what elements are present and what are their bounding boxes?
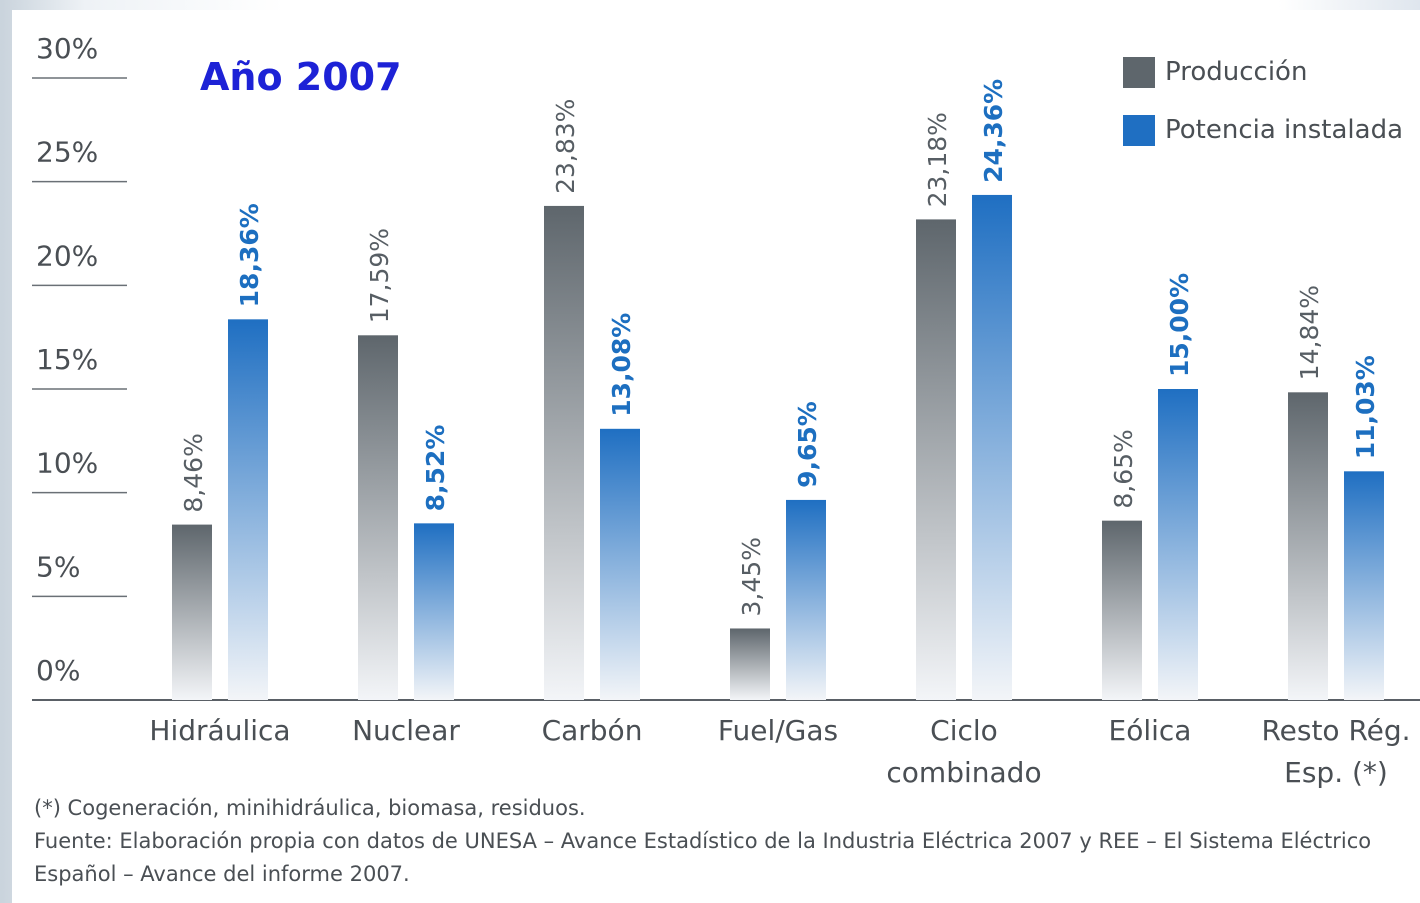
y-tick-label: 30%: [36, 32, 98, 65]
value-label: 23,18%: [923, 112, 952, 207]
y-tick-label: 25%: [36, 136, 98, 169]
x-tick-label: Resto Rég. Esp. (*): [1261, 714, 1411, 789]
bar: [972, 194, 1012, 700]
value-label: 11,03%: [1351, 355, 1380, 459]
footnote: Fuente: Elaboración propia con datos de …: [34, 829, 1372, 886]
x-tick-label: Nuclear: [352, 714, 460, 747]
bar: [358, 335, 398, 700]
y-tick-label: 0%: [36, 654, 80, 687]
x-tick-label: Hidráulica: [149, 714, 291, 747]
legend-swatch: [1123, 115, 1155, 146]
x-tick-label: Carbón: [541, 714, 643, 747]
value-label: 15,00%: [1165, 273, 1194, 377]
value-label: 13,08%: [607, 313, 636, 417]
bar: [1344, 471, 1384, 700]
value-label: 3,45%: [737, 537, 766, 616]
chart-title: Año 2007: [200, 55, 402, 99]
bar: [786, 499, 826, 700]
legend-label: Producción: [1165, 57, 1307, 87]
bar: [172, 524, 212, 700]
bar: [916, 219, 956, 700]
bar: [1288, 392, 1328, 700]
bar: [730, 628, 770, 700]
bar: [1102, 520, 1142, 700]
x-tick-label: Eólica: [1108, 714, 1192, 747]
bar: [414, 523, 454, 700]
y-tick-label: 15%: [36, 343, 98, 376]
bar: [600, 428, 640, 700]
bar: [544, 205, 584, 700]
value-label: 8,52%: [421, 425, 450, 512]
value-label: 14,84%: [1295, 285, 1324, 380]
bar: [228, 319, 268, 700]
value-label: 23,83%: [551, 99, 580, 194]
x-tick-label: Fuel/Gas: [717, 714, 839, 747]
value-label: 24,36%: [979, 79, 1008, 183]
bar: [1158, 389, 1198, 700]
value-label: 8,46%: [179, 433, 208, 512]
value-label: 18,36%: [235, 203, 264, 307]
y-tick-label: 5%: [36, 550, 80, 583]
y-tick-label: 20%: [36, 239, 98, 272]
value-label: 9,65%: [793, 401, 822, 488]
value-label: 8,65%: [1109, 429, 1138, 508]
legend-label: Potencia instalada: [1165, 115, 1403, 145]
footnote: (*) Cogeneración, minihidráulica, biomas…: [34, 796, 586, 820]
value-label: 17,59%: [365, 228, 394, 323]
legend-swatch: [1123, 57, 1155, 88]
y-tick-label: 10%: [36, 447, 98, 480]
x-tick-label: Ciclo combinado: [886, 714, 1042, 789]
